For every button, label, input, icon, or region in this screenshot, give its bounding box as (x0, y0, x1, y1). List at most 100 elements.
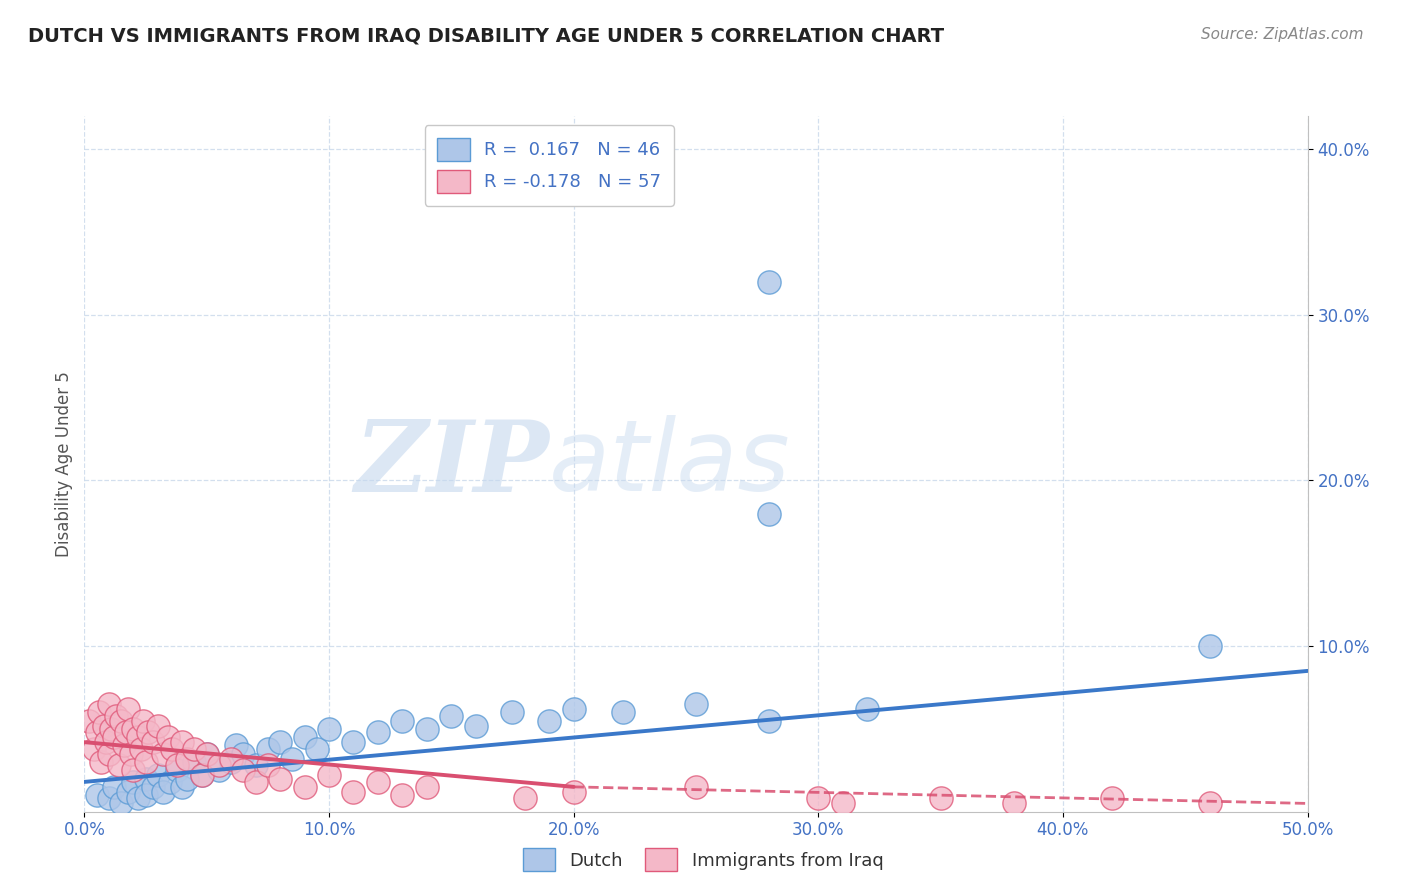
Point (225, 739, 247, 753)
Point (120, 747, 142, 761)
Point (136, 725, 159, 739)
Legend: Dutch, Immigrants from Iraq: Dutch, Immigrants from Iraq (516, 841, 890, 879)
Point (1101, 791, 1123, 805)
Point (112, 739, 135, 753)
Point (129, 741, 152, 756)
Point (93, 718, 115, 732)
Point (183, 755, 205, 769)
Point (232, 747, 254, 761)
Point (127, 730, 149, 744)
Point (87, 706, 110, 720)
Point (416, 722, 439, 736)
Point (831, 797, 853, 811)
Point (758, 714, 780, 728)
Point (176, 752, 198, 766)
Point (367, 775, 389, 789)
Text: ZIP: ZIP (354, 416, 550, 512)
Point (162, 741, 184, 756)
Point (464, 718, 486, 732)
Point (269, 735, 291, 749)
Point (232, 764, 254, 778)
Point (758, 275, 780, 289)
Point (685, 780, 707, 794)
Point (105, 708, 128, 723)
Point (117, 785, 139, 799)
Point (294, 780, 316, 794)
Point (367, 725, 389, 739)
Point (416, 780, 439, 794)
Point (172, 735, 194, 749)
Point (122, 775, 145, 789)
Point (191, 768, 214, 782)
Point (166, 758, 188, 772)
Point (318, 768, 340, 782)
Point (758, 507, 780, 521)
Point (97, 791, 120, 805)
Point (342, 785, 364, 799)
Point (90, 755, 112, 769)
Point (117, 702, 139, 716)
Text: DUTCH VS IMMIGRANTS FROM IRAQ DISABILITY AGE UNDER 5 CORRELATION CHART: DUTCH VS IMMIGRANTS FROM IRAQ DISABILITY… (28, 27, 945, 45)
Point (219, 755, 242, 769)
Point (166, 764, 188, 778)
Point (245, 758, 267, 772)
Point (152, 747, 174, 761)
Point (115, 725, 138, 739)
Point (856, 702, 879, 716)
Point (513, 791, 536, 805)
Y-axis label: Disability Age Under 5: Disability Age Under 5 (55, 371, 73, 557)
Point (152, 785, 174, 799)
Point (122, 722, 145, 736)
Point (122, 764, 145, 778)
Point (562, 785, 585, 799)
Point (1198, 639, 1220, 653)
Point (172, 780, 194, 794)
Point (97, 697, 120, 711)
Point (176, 772, 198, 786)
Point (132, 714, 155, 728)
Point (107, 758, 129, 772)
Point (100, 722, 122, 736)
Point (391, 714, 413, 728)
Point (110, 714, 132, 728)
Point (195, 747, 218, 761)
Point (135, 755, 157, 769)
Legend: R =  0.167   N = 46, R = -0.178   N = 57: R = 0.167 N = 46, R = -0.178 N = 57 (425, 125, 673, 206)
Point (538, 714, 561, 728)
Point (191, 768, 214, 782)
Point (294, 730, 316, 744)
Point (562, 702, 585, 716)
Point (807, 791, 830, 805)
Point (1002, 797, 1025, 811)
Point (146, 768, 169, 782)
Point (183, 741, 205, 756)
Point (83, 741, 105, 756)
Point (110, 797, 132, 811)
Point (86, 725, 108, 739)
Point (685, 697, 707, 711)
Point (195, 747, 218, 761)
Point (208, 764, 231, 778)
Point (77, 714, 100, 728)
Point (96, 735, 118, 749)
Point (1198, 797, 1220, 811)
Point (142, 780, 165, 794)
Point (103, 730, 125, 744)
Point (318, 722, 340, 736)
Point (142, 735, 165, 749)
Point (97, 747, 120, 761)
Point (146, 718, 169, 732)
Point (391, 788, 413, 802)
Point (86, 788, 108, 802)
Point (135, 788, 157, 802)
Text: atlas: atlas (550, 416, 790, 512)
Text: Source: ZipAtlas.com: Source: ZipAtlas.com (1201, 27, 1364, 42)
Point (257, 741, 280, 756)
Point (281, 752, 304, 766)
Point (135, 772, 157, 786)
Point (219, 752, 242, 766)
Point (257, 758, 280, 772)
Point (440, 708, 463, 723)
Point (103, 780, 125, 794)
Point (305, 741, 328, 756)
